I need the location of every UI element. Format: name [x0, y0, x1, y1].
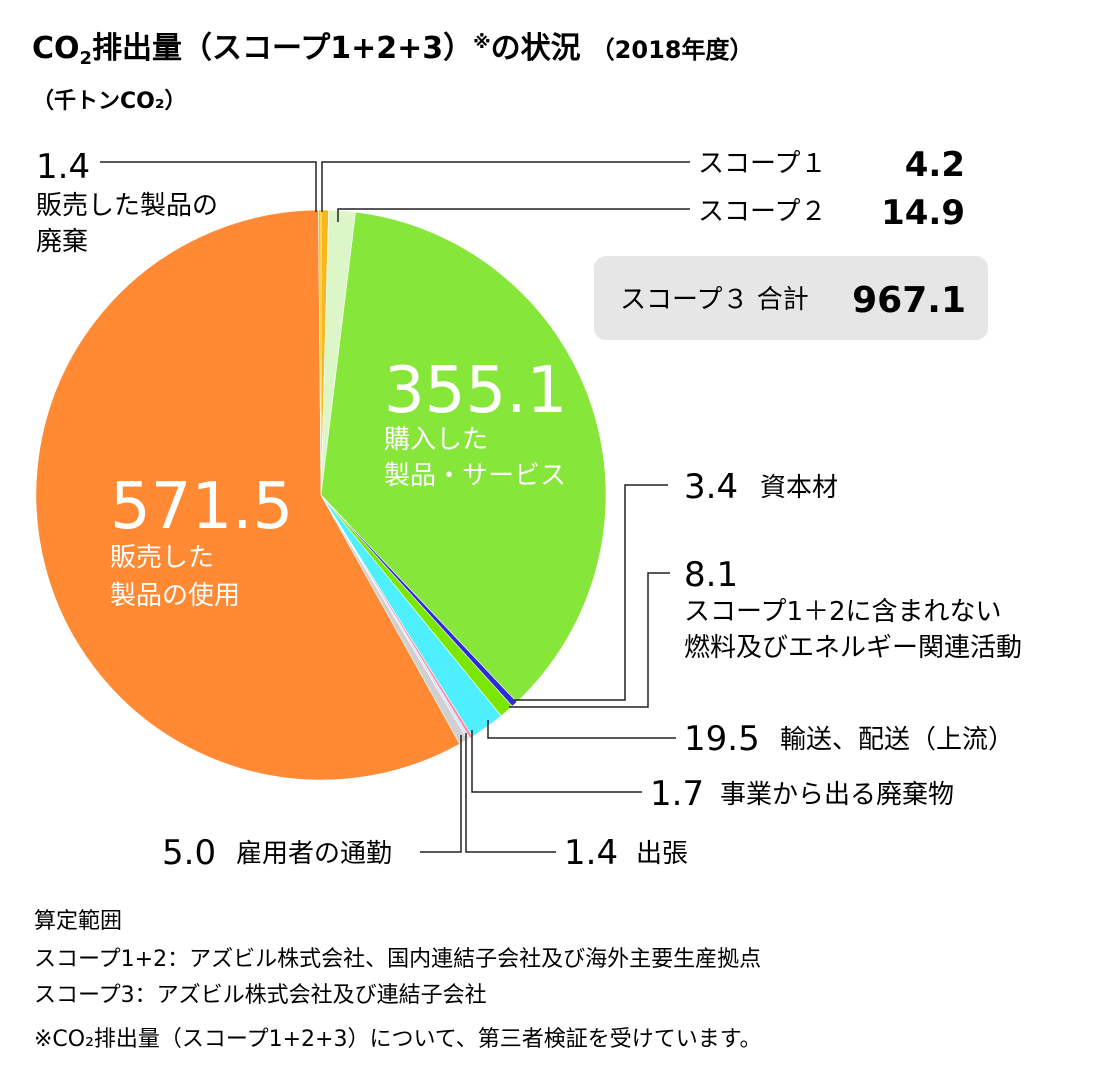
- leader-commute: [420, 735, 462, 853]
- use-label-line1: 販売した: [110, 543, 214, 573]
- travel-label: 出張: [636, 839, 688, 869]
- waste-label: 事業から出る廃棄物: [720, 780, 954, 810]
- leader-capital: [514, 484, 668, 701]
- capital-label: 資本材: [760, 473, 838, 503]
- footnote-line2: スコープ3：アズビル株式会社及び連結子会社: [34, 983, 487, 1008]
- footnote-heading: 算定範囲: [34, 909, 122, 934]
- purchased-label-line2: 製品・サービス: [384, 461, 566, 491]
- leader-transport: [487, 720, 676, 739]
- pie-slice-purchased: [320, 211, 607, 703]
- leader-waste: [471, 730, 642, 793]
- commute-label: 雇用者の通勤: [236, 839, 392, 869]
- waste-value: 1.7: [650, 774, 704, 814]
- leader-eol: [100, 161, 317, 212]
- pie-slices: [35, 209, 607, 781]
- fuel-label-line2: 燃料及びエネルギー関連活動: [684, 633, 1022, 663]
- unit-label: （千トンCO₂）: [32, 89, 186, 114]
- commute-value: 5.0: [162, 833, 216, 873]
- scope1-value: 4.2: [905, 145, 965, 185]
- scope2-label: スコープ２: [698, 197, 826, 227]
- purchased-value: 355.1: [384, 354, 567, 428]
- scope2-value: 14.9: [881, 193, 965, 233]
- fuel-label-line1: スコープ1＋2に含まれない: [684, 597, 1002, 627]
- eol-label-line2: 廃棄: [36, 227, 88, 257]
- leader-lines: [100, 161, 690, 853]
- eol-value: 1.4: [36, 147, 90, 187]
- pie-slice-eol: [318, 209, 322, 496]
- footnote-line1: スコープ1+2：アズビル株式会社、国内連結子会社及び海外主要生産拠点: [34, 947, 761, 972]
- scope1-label: スコープ１: [698, 149, 826, 179]
- use-value: 571.5: [110, 470, 293, 544]
- scope3-total-value: 967.1: [852, 280, 966, 321]
- transport-label: 輸送、配送（上流）: [780, 725, 1014, 755]
- leader-fuel: [509, 572, 670, 708]
- footnote-line3: ※CO₂排出量（スコープ1+2+3）について、第三者検証を受けています。: [34, 1027, 762, 1052]
- leader-scope1: [321, 161, 690, 212]
- purchased-label-line1: 購入した: [384, 425, 488, 455]
- transport-value: 19.5: [684, 719, 760, 759]
- scope3-total-box: [594, 256, 988, 340]
- leader-scope2: [337, 208, 690, 222]
- fuel-value: 8.1: [684, 555, 738, 595]
- chart-title: CO2排出量（スコープ1+2+3）※の状況 （2018年度）: [32, 31, 753, 69]
- eol-label-line1: 販売した製品の: [36, 191, 218, 221]
- use-label-line2: 製品の使用: [110, 581, 240, 611]
- pie-slice-use: [35, 209, 461, 781]
- scope3-total-label: スコープ３ 合計: [620, 285, 809, 315]
- leader-travel: [465, 733, 556, 853]
- capital-value: 3.4: [684, 467, 738, 507]
- travel-value: 1.4: [564, 833, 618, 873]
